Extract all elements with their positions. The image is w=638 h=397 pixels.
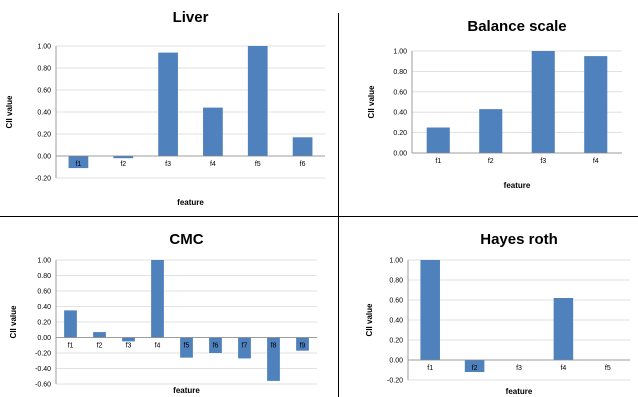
bar: [203, 107, 223, 156]
chart-title: Liver: [173, 9, 209, 26]
x-tick-label: f1: [427, 365, 433, 372]
vertical-divider: [338, 13, 339, 397]
x-tick-label: f2: [120, 161, 126, 168]
y-tick-label: 0.60: [37, 289, 51, 296]
horizontal-divider: [0, 216, 638, 217]
x-tick-label: f4: [593, 158, 599, 165]
x-tick-label: f5: [605, 365, 611, 372]
x-tick-label: f4: [155, 343, 161, 350]
y-tick-label: 1.00: [389, 258, 403, 265]
y-tick-label: 0.40: [37, 304, 51, 311]
x-tick-label: f7: [242, 343, 248, 350]
x-tick-label: f5: [184, 343, 190, 350]
x-tick-label: f4: [210, 161, 216, 168]
y-tick-label: 0.60: [389, 298, 403, 305]
bar: [296, 337, 309, 351]
x-tick-label: f1: [435, 158, 441, 165]
bar: [292, 137, 313, 156]
x-tick-label: f4: [560, 365, 566, 372]
x-tick-label: f6: [300, 161, 306, 168]
x-axis-title: feature: [504, 181, 531, 190]
x-tick-label: f8: [271, 343, 277, 350]
y-tick-label: 0.60: [37, 88, 51, 95]
bar: [68, 156, 89, 169]
y-tick-label: -0.20: [35, 351, 51, 358]
bar: [64, 310, 77, 338]
y-axis-title: CII value: [9, 305, 18, 338]
x-tick-label: f6: [213, 343, 219, 350]
y-tick-label: 0.40: [393, 110, 407, 117]
y-tick-label: 0.40: [37, 110, 51, 117]
y-tick-label: -0.60: [35, 382, 51, 389]
x-tick-label: f3: [165, 161, 171, 168]
x-axis-title: feature: [173, 386, 200, 395]
bar: [584, 56, 608, 153]
bar: [426, 127, 450, 153]
y-tick-label: 0.20: [389, 338, 403, 345]
y-tick-label: 1.00: [37, 44, 51, 51]
bar: [420, 260, 440, 360]
bar: [247, 46, 268, 156]
bar: [93, 332, 106, 338]
x-tick-label: f2: [488, 158, 494, 165]
x-tick-label: f3: [540, 158, 546, 165]
x-tick-label: f1: [68, 343, 74, 350]
bar: [479, 109, 503, 153]
bar: [553, 298, 574, 360]
chart-cmc: CMC -0.60 -0.40 -0.20 0.00 0.20 0.40 0.60 0.80 1.…: [9, 231, 317, 395]
bar: [113, 156, 134, 159]
bar: [151, 260, 164, 338]
x-tick-label: f2: [97, 343, 103, 350]
x-tick-label: f9: [300, 343, 306, 350]
y-tick-label: 0.00: [37, 154, 51, 161]
chart-liver: Liver -0.20 0.00 0.20 0.40 0.60 0.80 1.00 f1 f2 f3…: [5, 9, 325, 207]
y-tick-label: 0.80: [393, 69, 407, 76]
bar: [238, 337, 251, 359]
bar: [122, 337, 135, 342]
y-axis-title: CII value: [5, 95, 14, 128]
y-tick-label: 0.00: [37, 335, 51, 342]
bar: [209, 337, 222, 353]
y-tick-label: 0.20: [393, 130, 407, 137]
x-tick-label: f3: [126, 343, 132, 350]
y-tick-label: -0.40: [35, 366, 51, 373]
y-tick-label: 0.80: [389, 278, 403, 285]
y-tick-label: -0.20: [387, 378, 403, 385]
x-axis-title: feature: [506, 387, 533, 396]
y-tick-label: 0.00: [389, 358, 403, 365]
y-tick-label: 1.00: [393, 49, 407, 56]
y-tick-label: 0.80: [37, 66, 51, 73]
chart-title: Balance scale: [467, 18, 566, 35]
chart-title: Hayes roth: [480, 231, 558, 248]
y-tick-label: 0.60: [393, 89, 407, 96]
y-axis-title: CII value: [367, 85, 376, 118]
bar: [158, 52, 178, 156]
bar: [464, 360, 485, 372]
x-tick-label: f5: [255, 161, 261, 168]
chart-balance-scale: Balance scale 0.00 0.20 0.40 0.60 0.80 1.00 f1 f…: [367, 18, 622, 190]
y-tick-label: 0.20: [37, 132, 51, 139]
x-tick-label: f2: [472, 365, 478, 372]
y-tick-label: -0.20: [35, 176, 51, 183]
y-tick-label: 0.40: [389, 318, 403, 325]
chart-hayes-roth: Hayes roth -0.20 0.00 0.20 0.40 0.60 0.80 1.00 f…: [365, 231, 630, 396]
x-axis-title: feature: [177, 198, 204, 207]
bar: [531, 51, 555, 153]
y-tick-label: 0.20: [37, 320, 51, 327]
y-axis-title: CII value: [365, 303, 374, 336]
x-tick-label: f1: [75, 161, 81, 168]
y-tick-label: 1.00: [37, 258, 51, 265]
x-tick-label: f3: [516, 365, 522, 372]
bar: [267, 337, 280, 381]
chart-title: CMC: [169, 231, 203, 248]
bar: [180, 337, 193, 358]
y-tick-label: 0.00: [393, 151, 407, 158]
y-tick-label: 0.80: [37, 273, 51, 280]
